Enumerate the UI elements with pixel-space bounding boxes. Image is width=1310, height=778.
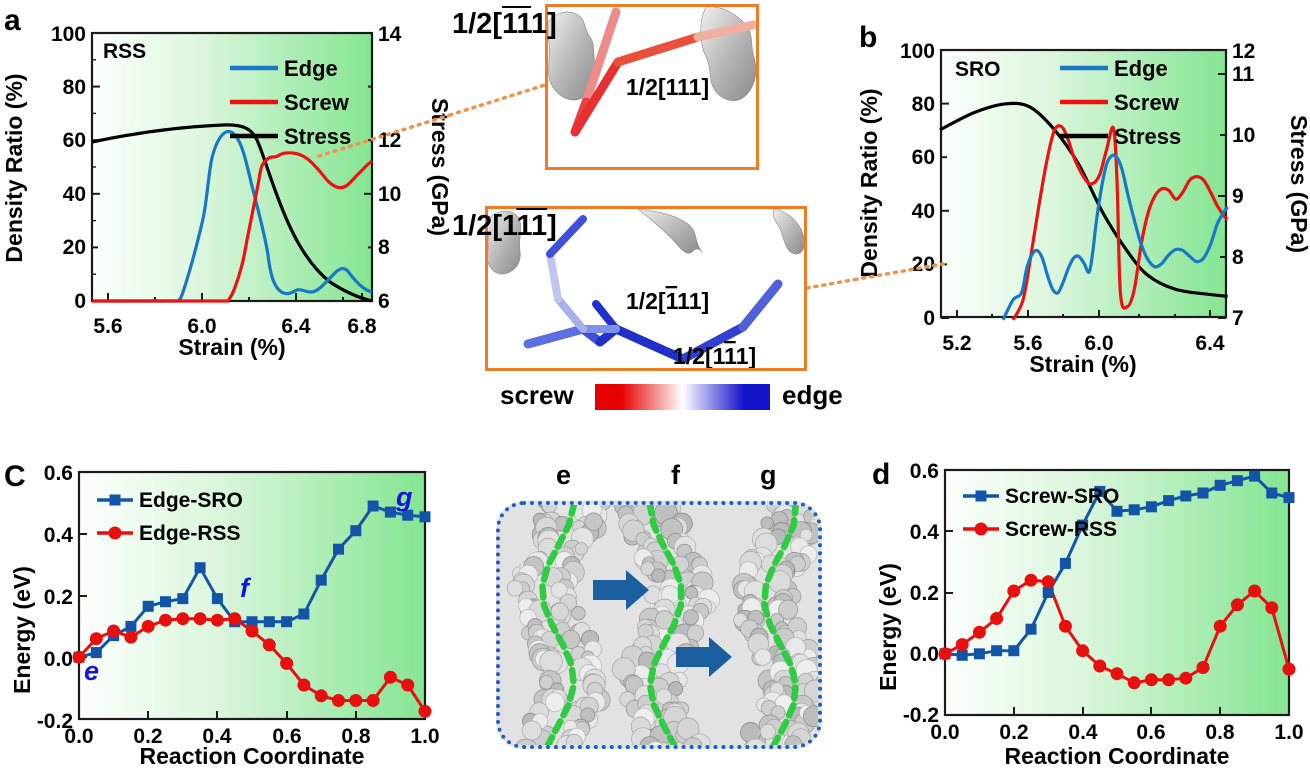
svg-text:6.4: 6.4	[281, 315, 311, 338]
svg-text:0.4: 0.4	[910, 521, 940, 544]
svg-text:Strain (%): Strain (%)	[1029, 351, 1136, 377]
svg-text:Screw: Screw	[284, 90, 350, 115]
svg-text:60: 60	[63, 129, 86, 152]
svg-text:Energy (eV): Energy (eV)	[875, 563, 901, 691]
svg-text:0.0: 0.0	[64, 725, 93, 748]
svg-text:0.6: 0.6	[1136, 721, 1165, 744]
svg-text:Density Ratio (%): Density Ratio (%)	[1, 73, 27, 262]
svg-text:20: 20	[63, 236, 86, 259]
svg-text:80: 80	[912, 93, 935, 116]
svg-text:80: 80	[63, 76, 86, 99]
svg-text:1.0: 1.0	[410, 725, 439, 748]
svg-text:Edge: Edge	[284, 56, 338, 81]
svg-text:Density Ratio (%): Density Ratio (%)	[856, 88, 882, 277]
svg-text:0.0: 0.0	[930, 721, 959, 744]
svg-text:0.2: 0.2	[910, 582, 939, 605]
svg-text:0: 0	[74, 290, 86, 313]
svg-text:1/2[111]: 1/2[111]	[673, 343, 756, 369]
svg-text:100: 100	[51, 23, 86, 46]
svg-text:0.2: 0.2	[44, 586, 73, 609]
svg-text:1.0: 1.0	[1274, 721, 1303, 744]
svg-text:Edge-SRO: Edge-SRO	[139, 489, 243, 512]
svg-text:6.8: 6.8	[347, 315, 377, 338]
svg-text:SRO: SRO	[955, 58, 1001, 81]
svg-text:6.4: 6.4	[1195, 332, 1225, 355]
svg-text:C: C	[4, 460, 26, 493]
svg-text:RSS: RSS	[103, 40, 146, 63]
svg-text:0.8: 0.8	[1205, 721, 1235, 744]
svg-text:40: 40	[63, 183, 86, 206]
svg-text:e: e	[84, 656, 99, 686]
svg-text:12: 12	[1232, 40, 1255, 63]
svg-text:1/2[111]: 1/2[111]	[626, 288, 709, 314]
svg-text:Screw-SRO: Screw-SRO	[1005, 485, 1119, 508]
svg-text:0.4: 0.4	[1068, 721, 1098, 744]
svg-text:6: 6	[378, 290, 390, 313]
svg-text:Screw-RSS: Screw-RSS	[1005, 518, 1117, 541]
svg-text:20: 20	[912, 253, 935, 276]
svg-text:Stress (GPa): Stress (GPa)	[1286, 115, 1310, 253]
svg-text:0.6: 0.6	[44, 462, 73, 485]
svg-text:100: 100	[900, 40, 935, 63]
svg-text:Stress: Stress	[284, 124, 351, 149]
svg-text:Screw: Screw	[1114, 90, 1180, 115]
svg-text:10: 10	[1232, 124, 1255, 147]
svg-text:0.4: 0.4	[44, 524, 74, 547]
svg-text:Stress: Stress	[1114, 124, 1181, 149]
svg-text:Edge-RSS: Edge-RSS	[139, 522, 241, 545]
svg-text:60: 60	[912, 146, 935, 169]
svg-text:9: 9	[1232, 185, 1244, 208]
svg-text:Edge: Edge	[1114, 56, 1168, 81]
svg-text:Strain (%): Strain (%)	[178, 334, 285, 360]
svg-text:40: 40	[912, 200, 935, 223]
svg-text:5.2: 5.2	[942, 332, 971, 355]
svg-text:Energy (eV): Energy (eV)	[9, 566, 35, 694]
svg-text:10: 10	[378, 183, 401, 206]
svg-text:0: 0	[923, 307, 935, 330]
svg-text:Reaction Coordinate: Reaction Coordinate	[140, 743, 365, 769]
svg-text:7: 7	[1232, 307, 1244, 330]
svg-text:a: a	[4, 4, 21, 37]
svg-text:0.6: 0.6	[910, 460, 939, 483]
svg-text:Reaction Coordinate: Reaction Coordinate	[1005, 743, 1230, 769]
svg-text:8: 8	[378, 236, 390, 259]
svg-text:5.6: 5.6	[93, 315, 122, 338]
svg-text:14: 14	[378, 23, 402, 46]
svg-text:8: 8	[1232, 246, 1244, 269]
svg-text:b: b	[859, 21, 877, 54]
svg-text:1/2[111]: 1/2[111]	[626, 74, 709, 100]
svg-text:g: g	[395, 482, 413, 512]
svg-text:Stress (GPa): Stress (GPa)	[427, 98, 450, 236]
svg-text:0.0: 0.0	[44, 648, 73, 671]
svg-text:11: 11	[1232, 63, 1255, 86]
svg-text:0.2: 0.2	[999, 721, 1028, 744]
svg-text:0.0: 0.0	[910, 643, 939, 666]
svg-text:d: d	[872, 458, 890, 491]
